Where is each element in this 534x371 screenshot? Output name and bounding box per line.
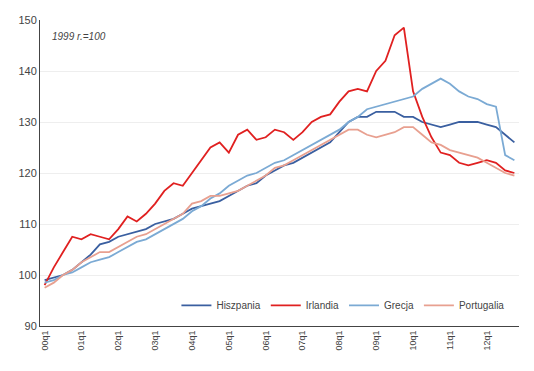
svg-text:00q1: 00q1	[40, 331, 50, 351]
svg-text:11q1: 11q1	[445, 331, 455, 350]
svg-text:Irlandia: Irlandia	[306, 300, 339, 311]
svg-text:110: 110	[19, 218, 37, 230]
svg-text:100: 100	[18, 269, 36, 281]
svg-text:09q1: 09q1	[371, 331, 381, 351]
svg-text:1999 r.=100: 1999 r.=100	[52, 31, 106, 42]
svg-text:Grecja: Grecja	[384, 300, 414, 311]
svg-text:02q1: 02q1	[113, 331, 123, 351]
svg-text:90: 90	[25, 320, 37, 332]
svg-text:12q1: 12q1	[482, 331, 492, 351]
svg-text:06q1: 06q1	[261, 331, 271, 351]
svg-text:03q1: 03q1	[150, 331, 160, 351]
svg-text:08q1: 08q1	[334, 331, 344, 351]
svg-text:130: 130	[18, 116, 36, 128]
svg-text:Hiszpania: Hiszpania	[216, 300, 260, 311]
svg-text:120: 120	[18, 167, 36, 179]
svg-text:Portugalia: Portugalia	[459, 300, 504, 311]
svg-text:10q1: 10q1	[408, 331, 418, 351]
svg-text:01q1: 01q1	[76, 331, 86, 351]
svg-text:04q1: 04q1	[187, 331, 197, 351]
svg-text:05q1: 05q1	[224, 331, 234, 351]
svg-text:140: 140	[18, 65, 36, 77]
svg-text:150: 150	[18, 14, 36, 26]
svg-text:07q1: 07q1	[297, 331, 307, 351]
